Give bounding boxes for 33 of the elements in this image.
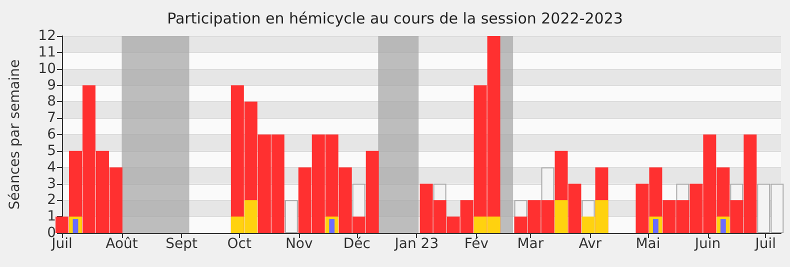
bar — [653, 219, 658, 233]
y-tick-label: 2 — [47, 192, 56, 208]
y-axis-title: Séances par semaine — [7, 59, 23, 210]
bar — [720, 219, 726, 233]
x-tick-label: Fév — [464, 236, 489, 252]
y-tick-label: 12 — [38, 28, 56, 44]
y-tick-label: 11 — [38, 44, 56, 60]
y-tick-label: 1 — [47, 208, 56, 225]
bar — [329, 219, 335, 233]
x-tick-label: Juin — [694, 236, 721, 252]
y-tick-label: 4 — [47, 159, 56, 176]
x-tick-label: Jan 23 — [394, 236, 439, 252]
x-tick-label: Oct — [227, 236, 252, 252]
bar — [554, 200, 568, 233]
y-tick-label: 10 — [38, 60, 56, 77]
y-tick-label: 7 — [47, 110, 56, 126]
y-tick-label: 6 — [47, 126, 56, 142]
x-tick-label: Mai — [636, 236, 660, 252]
y-tick-label: 8 — [47, 94, 56, 110]
x-tick-label: Nov — [285, 236, 313, 252]
y-tick-label: 9 — [47, 77, 56, 94]
x-tick-label: Juil — [754, 236, 776, 252]
bar — [56, 216, 68, 233]
x-tick-label: Août — [106, 236, 138, 252]
x-tick-label: Déc — [343, 236, 370, 252]
bar — [72, 219, 78, 233]
bar — [284, 200, 298, 233]
x-tick-label: Sept — [166, 236, 198, 252]
x-tick-label: Avr — [578, 236, 602, 252]
y-tick-label: 3 — [47, 176, 56, 192]
x-tick-label: Mar — [517, 236, 544, 252]
y-tick-label: 5 — [47, 142, 56, 159]
chart-title: Participation en hémicycle au cours de la session 2022-2023 — [167, 10, 623, 28]
